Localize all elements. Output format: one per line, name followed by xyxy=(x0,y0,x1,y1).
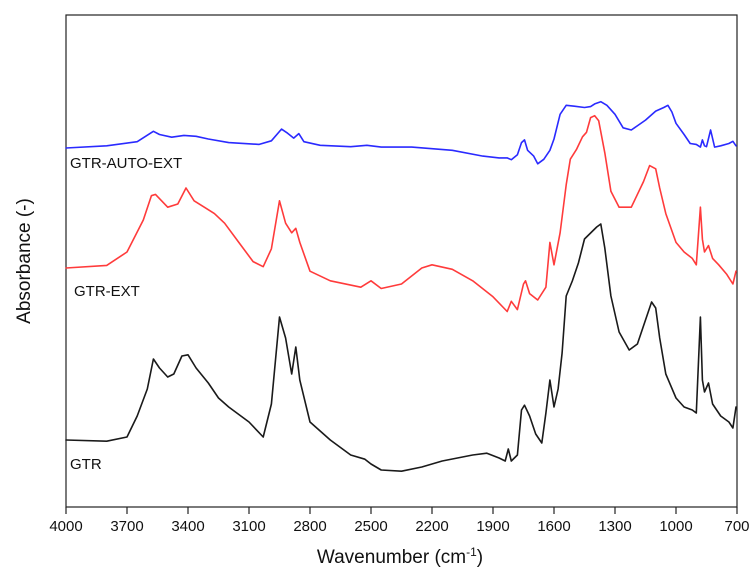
trace-gtr-ext xyxy=(65,114,737,313)
series-label-gtr-auto-ext: GTR-AUTO-EXT xyxy=(70,155,182,172)
series-label-gtr: GTR xyxy=(70,456,102,473)
x-tick-label: 4000 xyxy=(49,518,82,535)
x-tick-label: 3100 xyxy=(232,518,265,535)
series-label-gtr-ext: GTR-EXT xyxy=(74,283,140,300)
x-axis-ticks: 4000 3700 3400 3100 2800 2500 2200 1900 1600 1300… xyxy=(49,507,750,535)
x-tick-label: 700 xyxy=(724,518,749,535)
x-tick-label: 1900 xyxy=(476,518,509,535)
x-tick-label: 2500 xyxy=(354,518,387,535)
x-tick-label: 1000 xyxy=(659,518,692,535)
x-tick-label: 1300 xyxy=(598,518,631,535)
x-tick-label: 3400 xyxy=(171,518,204,535)
trace-gtr xyxy=(65,223,737,472)
plot-frame xyxy=(65,14,738,508)
x-tick-label: 2800 xyxy=(293,518,326,535)
x-tick-label: 1600 xyxy=(537,518,570,535)
spectra-traces xyxy=(65,100,737,472)
series-labels: GTR-AUTO-EXT GTR-EXT GTR xyxy=(70,155,182,473)
x-axis-title: Wavenumber (cm-1) xyxy=(317,545,483,568)
y-axis-title: Absorbance (-) xyxy=(14,198,35,324)
x-tick-label: 3700 xyxy=(110,518,143,535)
trace-gtr-auto-ext xyxy=(65,100,737,165)
x-tick-label: 2200 xyxy=(415,518,448,535)
